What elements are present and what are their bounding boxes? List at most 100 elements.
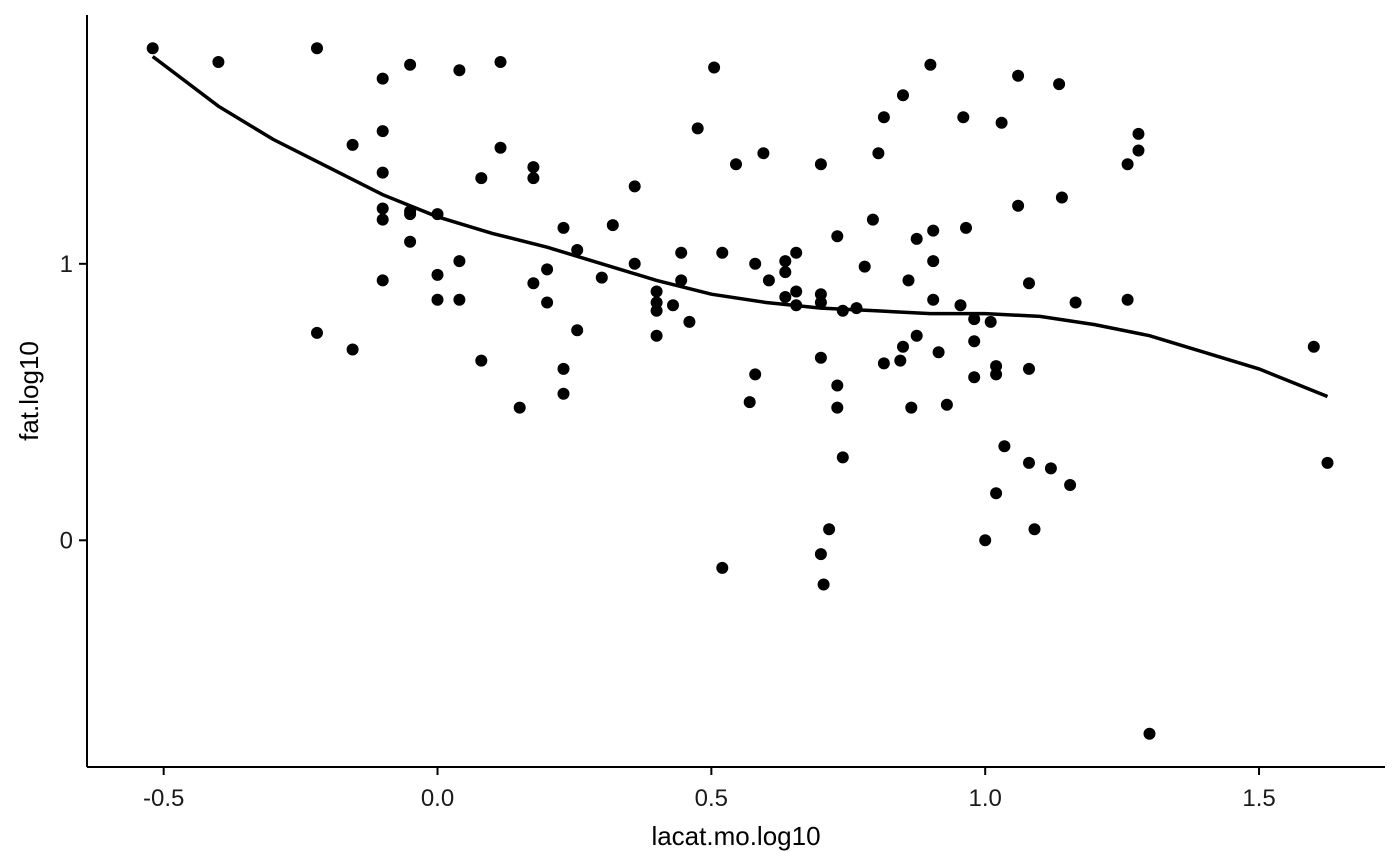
data-point <box>932 346 945 359</box>
data-point <box>376 72 389 85</box>
data-point <box>749 368 762 381</box>
data-point <box>346 343 359 356</box>
data-point <box>453 255 466 268</box>
data-point <box>606 219 619 232</box>
y-tick-label: 0 <box>60 527 73 554</box>
data-point <box>814 296 827 309</box>
data-point <box>954 299 967 312</box>
data-point <box>905 401 918 414</box>
smooth-line <box>151 55 1329 399</box>
data-point <box>968 313 981 326</box>
data-point <box>990 487 1003 500</box>
data-point <box>995 116 1008 129</box>
x-axis-ticks: -0.5 0.0 0.5 1.0 1.5 <box>143 767 1276 812</box>
data-point <box>960 221 972 234</box>
data-point <box>743 396 756 409</box>
data-point <box>453 293 466 306</box>
data-point <box>650 304 663 317</box>
data-point <box>836 451 849 464</box>
data-point <box>494 141 507 154</box>
y-axis-ticks: 01 <box>60 251 87 554</box>
data-point <box>527 277 540 290</box>
data-point <box>513 401 526 414</box>
x-tick-label: 1.0 <box>969 785 1002 812</box>
data-point <box>897 340 909 353</box>
data-point <box>894 354 907 367</box>
data-point <box>831 401 844 414</box>
data-point <box>814 351 827 364</box>
data-point <box>968 371 981 384</box>
data-point <box>814 158 827 171</box>
data-point <box>910 329 923 342</box>
data-point <box>494 56 507 68</box>
data-point <box>779 266 792 279</box>
data-point <box>1121 293 1134 306</box>
data-point <box>940 398 953 411</box>
data-point <box>1023 277 1035 290</box>
x-tick-label: -0.5 <box>143 785 184 812</box>
data-point <box>595 271 608 284</box>
data-point <box>146 42 159 55</box>
data-point <box>831 230 844 243</box>
data-point <box>311 42 323 55</box>
data-point <box>475 354 488 367</box>
data-point <box>998 440 1011 453</box>
data-point <box>823 523 836 536</box>
data-point <box>431 268 444 281</box>
data-point <box>730 158 742 171</box>
data-point <box>790 246 803 259</box>
data-point <box>779 291 792 303</box>
data-point <box>897 89 909 102</box>
data-point <box>675 246 688 259</box>
data-point <box>716 561 729 574</box>
data-point <box>675 274 688 287</box>
data-point <box>1023 456 1035 469</box>
data-point <box>817 578 830 591</box>
data-point <box>968 335 981 348</box>
data-point <box>814 288 827 301</box>
data-point <box>1321 456 1334 469</box>
data-point <box>541 263 554 276</box>
data-point <box>831 379 844 392</box>
points-layer <box>146 42 1334 740</box>
data-point <box>866 213 879 226</box>
data-point <box>628 180 641 193</box>
data-point <box>376 166 389 179</box>
data-point <box>650 296 663 309</box>
data-point <box>1069 296 1082 309</box>
data-point <box>1023 362 1035 375</box>
data-point <box>404 235 417 248</box>
data-point <box>708 61 721 74</box>
data-point <box>376 213 389 226</box>
data-point <box>541 296 554 309</box>
data-point <box>927 224 940 237</box>
data-point <box>814 548 827 561</box>
data-point <box>1121 158 1134 171</box>
data-point <box>990 368 1003 381</box>
y-axis-title: fat.log10 <box>14 341 44 441</box>
data-point <box>858 260 871 273</box>
data-point <box>404 208 417 221</box>
y-tick-label: 1 <box>60 251 73 278</box>
data-point <box>376 202 389 215</box>
x-tick-label: 0.5 <box>695 785 728 812</box>
data-point <box>927 255 940 268</box>
data-point <box>571 244 584 256</box>
data-point <box>877 111 890 124</box>
data-point <box>877 357 890 370</box>
data-point <box>311 326 323 339</box>
data-point <box>557 362 570 375</box>
data-point <box>1044 462 1057 475</box>
data-point <box>1012 69 1025 82</box>
data-point <box>790 285 803 298</box>
data-point <box>527 161 540 174</box>
data-point <box>910 232 923 245</box>
data-point <box>957 111 970 124</box>
data-point <box>1143 727 1156 740</box>
data-point <box>628 257 641 270</box>
data-point <box>990 360 1003 373</box>
data-point <box>1053 78 1066 91</box>
data-point <box>1055 191 1068 204</box>
data-point <box>404 58 417 71</box>
